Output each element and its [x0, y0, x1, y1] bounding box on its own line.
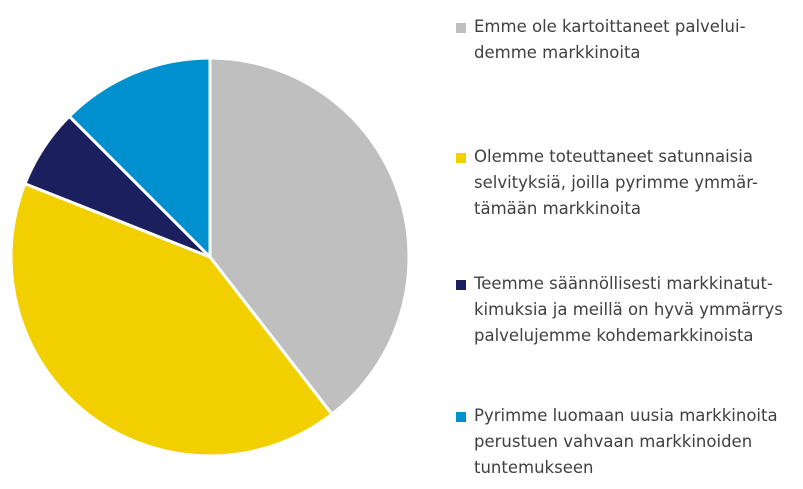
- legend-swatch: [456, 153, 466, 163]
- legend-label: Pyrimme luomaan uusia markkinoita perust…: [474, 406, 778, 477]
- pie-slice-3: [67, 56, 212, 259]
- pie-slice-1: [9, 182, 334, 458]
- legend-label: Teemme säännöllisesti markkinatut- kimuk…: [474, 274, 783, 345]
- legend-swatch: [456, 23, 466, 33]
- legend-swatch: [456, 280, 466, 290]
- pie-chart: [9, 56, 411, 458]
- legend-label: Olemme toteuttaneet satunnaisia selvityk…: [474, 147, 758, 218]
- legend-label: Emme ole kartoittaneet palvelui- demme m…: [474, 17, 746, 62]
- pie-slice-0: [208, 56, 411, 416]
- legend-swatch: [456, 412, 466, 422]
